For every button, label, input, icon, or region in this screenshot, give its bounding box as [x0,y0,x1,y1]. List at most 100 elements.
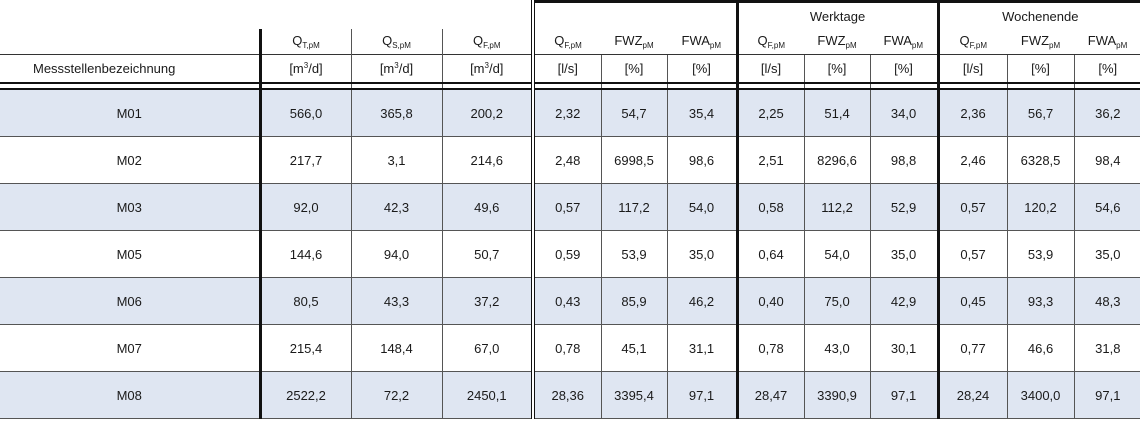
cell-fwa-wochenende: 35,0 [1073,230,1140,278]
cell-qf-overall: 2,32 [531,89,601,137]
group-header-row: Werktage Wochenende [0,0,1140,29]
cell-fwa-overall: 35,0 [666,230,738,278]
unit-fwz-overall: [%] [600,54,667,84]
station-name: M08 [0,371,260,419]
cell-qf-wochenende: 0,57 [936,183,1008,231]
unit-qt: [m3/d] [258,54,351,84]
cell-fwa-werktage: 34,0 [869,89,939,137]
cell-fwz-wochenende: 53,9 [1006,230,1075,278]
cell-qf-wochenende: 28,24 [936,371,1008,419]
col-header-fwz-overall: FWZpM [614,32,654,50]
row-label-header: Messstellenbezeichnung [0,54,260,84]
col-header-qt: QT,pM [258,29,351,55]
col-header-fwa-wochenende: FWApM [1087,32,1128,50]
cell-qt: 92,0 [258,183,351,231]
cell-qf-overall: 0,78 [531,324,601,372]
cell-qf-wochenende: 0,45 [936,277,1008,325]
cell-fwz-overall: 53,9 [600,230,667,278]
col-header-fwa-overall: FWApM [681,32,722,50]
unit-fwa-werktage: [%] [869,54,939,84]
cell-fwa-werktage: 35,0 [869,230,939,278]
table-row: M01 566,0 365,8 200,2 2,32 54,7 35,4 2,2… [0,89,1140,137]
cell-fwz-werktage: 3390,9 [803,371,871,419]
cell-fwz-wochenende: 56,7 [1006,89,1075,137]
cell-fwz-wochenende: 6328,5 [1006,136,1075,184]
cell-qs: 42,3 [350,183,442,231]
cell-fwa-wochenende: 36,2 [1073,89,1140,137]
cell-qf-wochenende: 2,46 [936,136,1008,184]
unit-qs: [m3/d] [350,54,442,84]
station-name: M01 [0,89,260,137]
unit-fwz-werktage: [%] [803,54,871,84]
table-row: M08 2522,2 72,2 2450,1 28,36 3395,4 97,1… [0,371,1140,419]
cell-qf-werktage: 0,58 [735,183,805,231]
cell-fwa-overall: 98,6 [666,136,738,184]
cell-fwa-werktage: 98,8 [869,136,939,184]
cell-qf-overall: 0,43 [531,277,601,325]
cell-qt: 215,4 [258,324,351,372]
cell-fwz-overall: 85,9 [600,277,667,325]
cell-qf: 214,6 [441,136,533,184]
unit-qf-werktage: [l/s] [735,54,805,84]
cell-fwz-overall: 117,2 [600,183,667,231]
cell-fwz-wochenende: 120,2 [1006,183,1075,231]
cell-qs: 148,4 [350,324,442,372]
cell-qs: 94,0 [350,230,442,278]
cell-qf: 200,2 [441,89,533,137]
cell-fwz-werktage: 75,0 [803,277,871,325]
cell-fwz-overall: 3395,4 [600,371,667,419]
cell-qf-werktage: 2,25 [735,89,805,137]
station-name: M03 [0,183,260,231]
cell-fwz-overall: 45,1 [600,324,667,372]
cell-qf: 37,2 [441,277,533,325]
unit-fwa-wochenende: [%] [1073,54,1140,84]
cell-qf: 2450,1 [441,371,533,419]
station-name: M07 [0,324,260,372]
cell-fwz-werktage: 112,2 [803,183,871,231]
unit-fwa-overall: [%] [666,54,738,84]
cell-fwa-werktage: 52,9 [869,183,939,231]
table-row: M02 217,7 3,1 214,6 2,48 6998,5 98,6 2,5… [0,136,1140,184]
cell-qf-wochenende: 0,57 [936,230,1008,278]
cell-qs: 72,2 [350,371,442,419]
col-header-fwz-werktage: FWZpM [817,32,857,50]
cell-qf-werktage: 0,64 [735,230,805,278]
symbol-header-row: QT,pM QS,pM QF,pM QF,pM FWZpM FWApM QF,p… [0,29,1140,55]
unit-header-row: Messstellenbezeichnung [m3/d] [m3/d] [m3… [0,54,1140,84]
cell-qf-werktage: 0,78 [735,324,805,372]
cell-fwa-overall: 97,1 [666,371,738,419]
col-header-fwa-werktage: FWApM [883,32,924,50]
station-name: M05 [0,230,260,278]
cell-qt: 144,6 [258,230,351,278]
cell-qf-wochenende: 0,77 [936,324,1008,372]
cell-qt: 566,0 [258,89,351,137]
cell-fwz-werktage: 51,4 [803,89,871,137]
cell-qf-werktage: 0,40 [735,277,805,325]
cell-qs: 3,1 [350,136,442,184]
cell-qf: 49,6 [441,183,533,231]
cell-qs: 43,3 [350,277,442,325]
unit-fwz-wochenende: [%] [1006,54,1075,84]
cell-fwa-wochenende: 98,4 [1073,136,1140,184]
cell-fwz-overall: 54,7 [600,89,667,137]
cell-qf-overall: 0,57 [531,183,601,231]
col-header-qf-wochenende: QF,pM [936,29,1008,55]
cell-qf-werktage: 28,47 [735,371,805,419]
cell-fwz-wochenende: 46,6 [1006,324,1075,372]
cell-fwa-overall: 31,1 [666,324,738,372]
cell-fwa-wochenende: 54,6 [1073,183,1140,231]
cell-qt: 80,5 [258,277,351,325]
col-header-fwz-wochenende: FWZpM [1020,32,1061,50]
table-row: M05 144,6 94,0 50,7 0,59 53,9 35,0 0,64 … [0,230,1140,278]
station-name: M02 [0,136,260,184]
group-header-wochenende: Wochenende [936,0,1140,29]
cell-fwz-overall: 6998,5 [600,136,667,184]
cell-qf-werktage: 2,51 [735,136,805,184]
cell-qf-overall: 28,36 [531,371,601,419]
cell-fwz-werktage: 8296,6 [803,136,871,184]
unit-qf-wochenende: [l/s] [936,54,1008,84]
unit-qf: [m3/d] [441,54,533,84]
group-header-overall [530,0,738,29]
table-row: M07 215,4 148,4 67,0 0,78 45,1 31,1 0,78… [0,324,1140,372]
cell-qt: 2522,2 [258,371,351,419]
